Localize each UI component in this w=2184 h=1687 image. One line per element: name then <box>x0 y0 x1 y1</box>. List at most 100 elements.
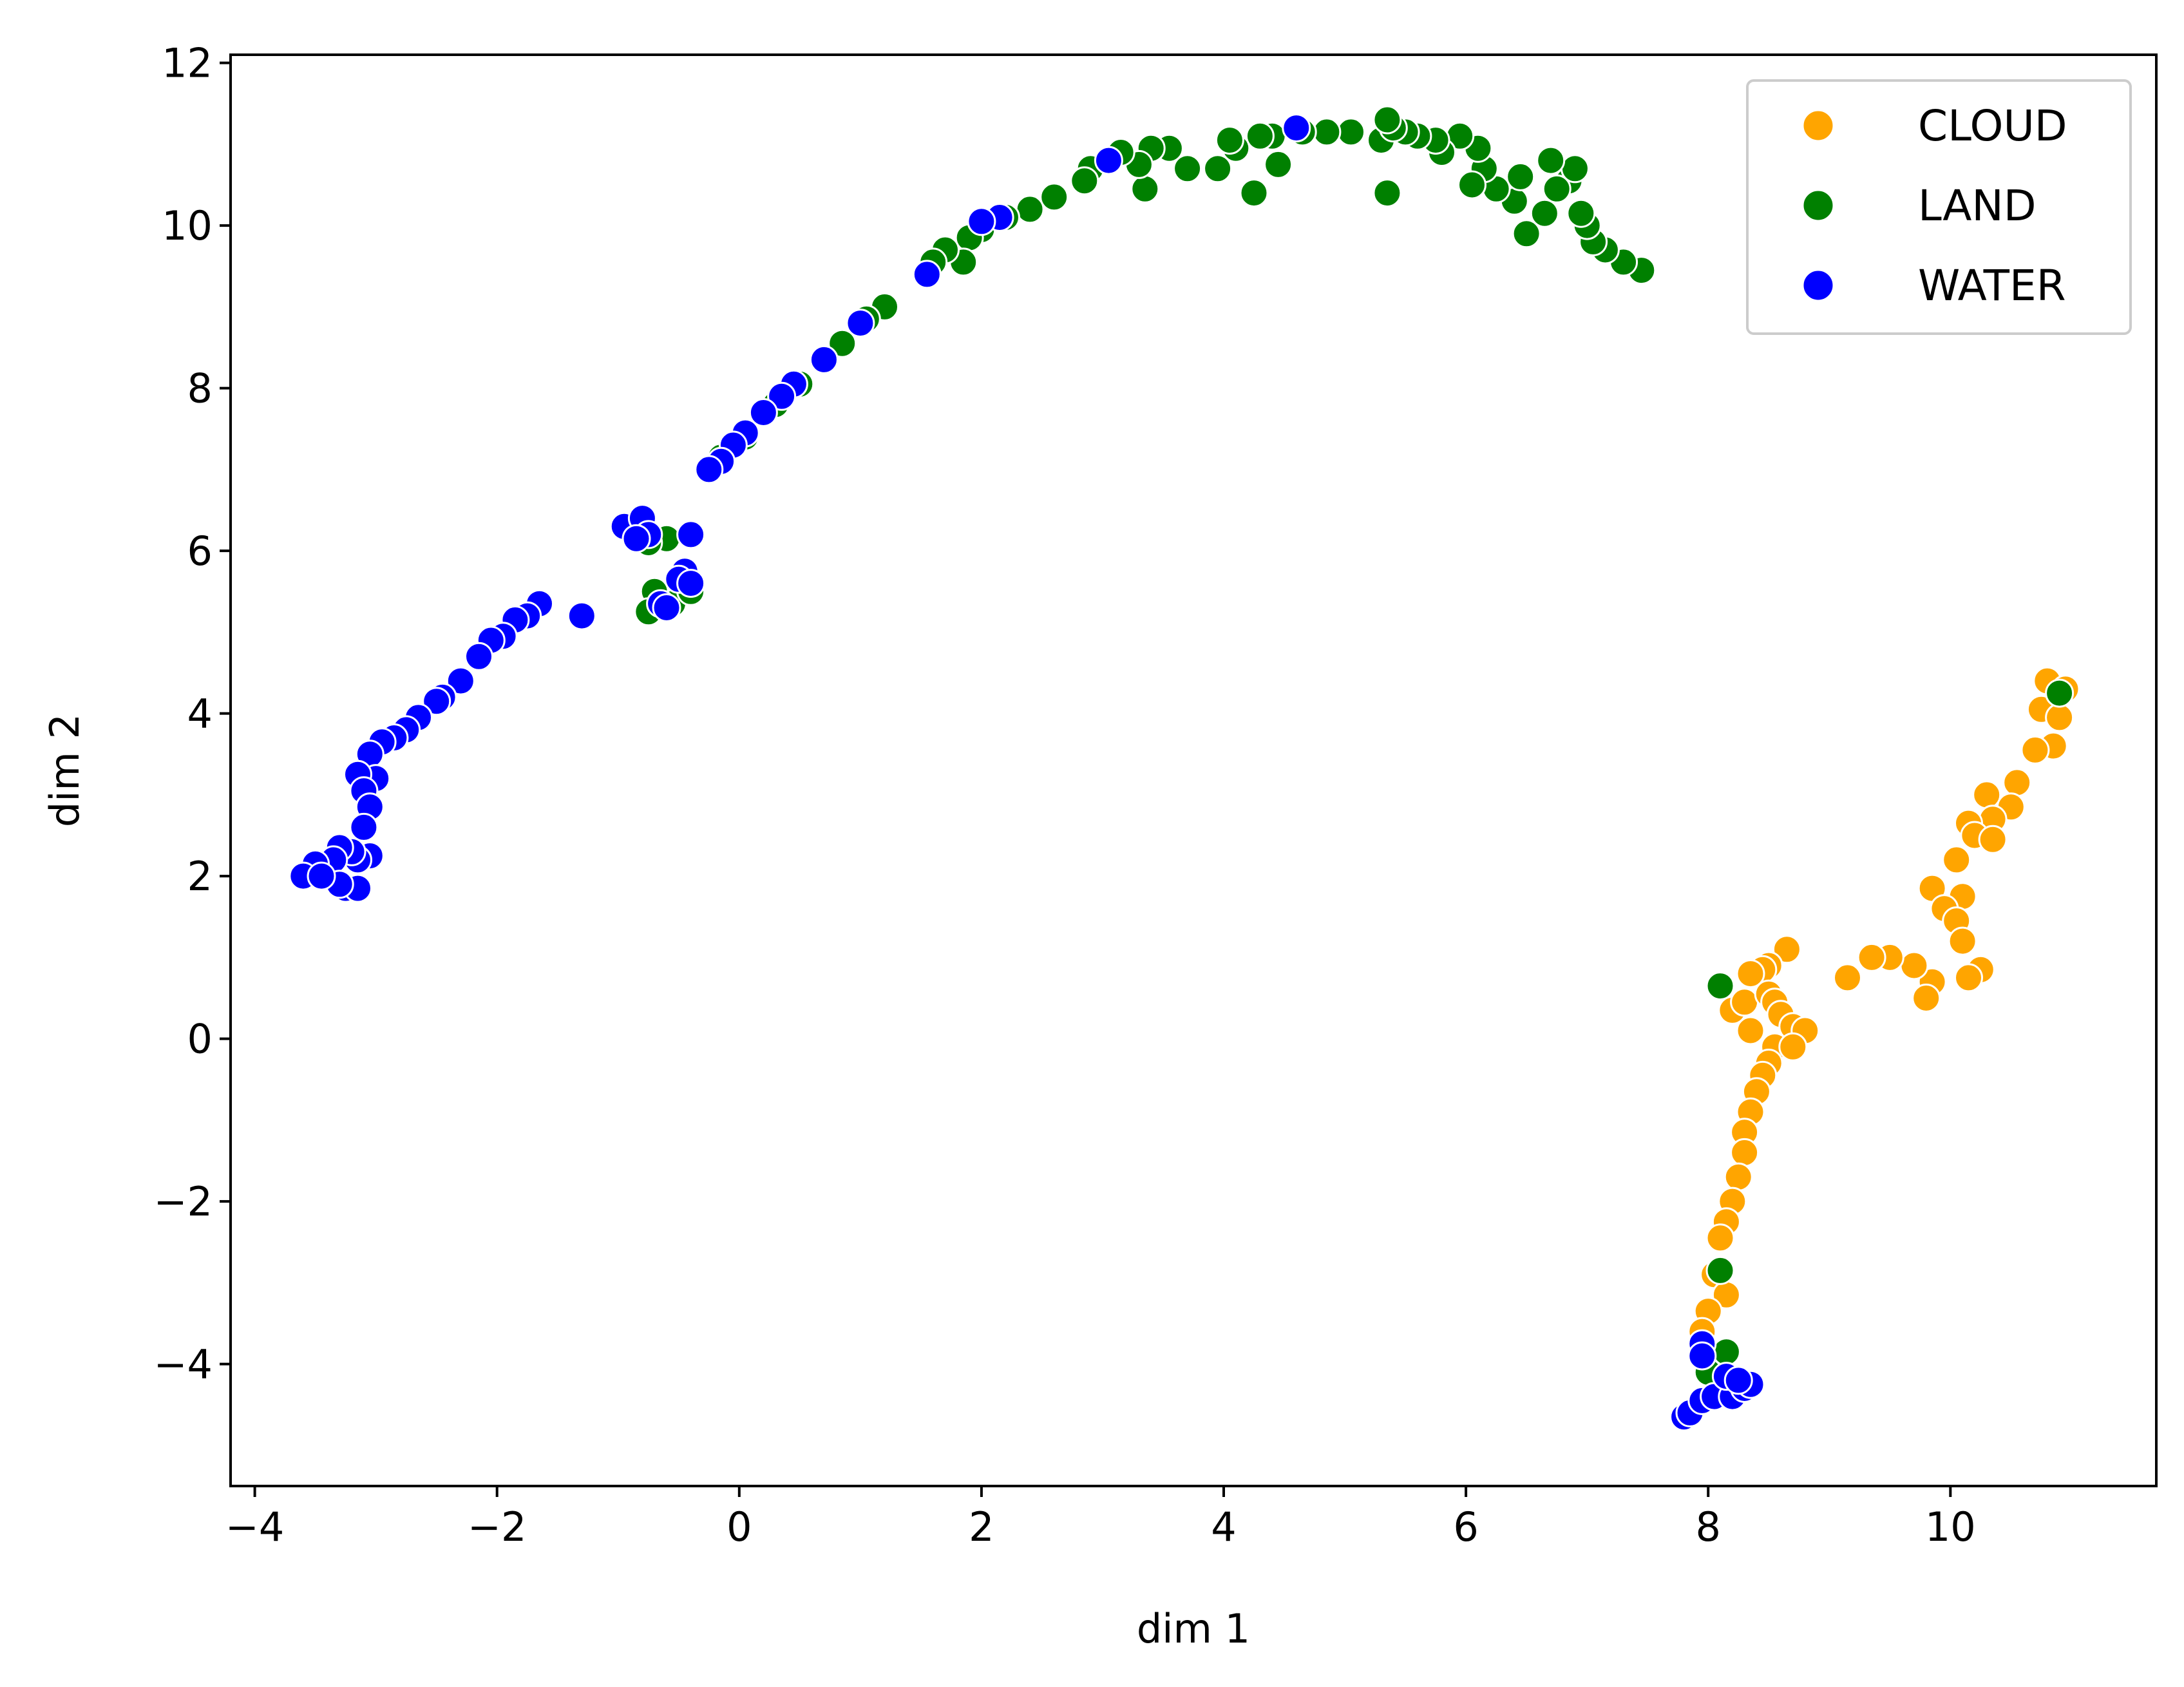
y-tick-label: 6 <box>187 528 213 575</box>
data-point-cloud <box>1978 824 2008 854</box>
legend-label-land: LAND <box>1918 181 2037 231</box>
data-point-water <box>676 569 706 598</box>
y-tick-label: −4 <box>154 1341 213 1388</box>
legend-label-cloud: CLOUD <box>1918 101 2067 151</box>
y-tick-label: 8 <box>187 365 213 412</box>
data-point-water <box>652 593 681 622</box>
data-point-water <box>307 861 336 891</box>
data-point-cloud <box>2045 703 2075 732</box>
data-point-land <box>1372 178 1402 208</box>
legend-box <box>1746 79 2132 335</box>
y-tick-label: 10 <box>162 202 213 249</box>
data-point-land <box>1336 117 1365 147</box>
x-tick-label: 0 <box>726 1503 752 1550</box>
data-point-land <box>1372 105 1402 135</box>
y-tick-label: −2 <box>154 1178 213 1225</box>
y-tick-label: 0 <box>187 1016 213 1063</box>
x-tick-label: 10 <box>1925 1503 1976 1550</box>
x-tick-label: 4 <box>1211 1503 1236 1550</box>
x-tick-label: −4 <box>225 1503 284 1550</box>
data-point-land <box>1245 121 1275 151</box>
y-axis-label: dim 2 <box>41 714 88 827</box>
data-point-water <box>1723 1366 1753 1395</box>
data-point-land <box>1705 1255 1735 1285</box>
data-point-land <box>1239 178 1269 208</box>
data-point-cloud <box>2020 735 2050 765</box>
data-point-land <box>1530 198 1559 228</box>
data-point-cloud <box>1730 1138 1760 1167</box>
data-point-water <box>1282 113 1311 143</box>
x-tick-label: −2 <box>468 1503 526 1550</box>
data-point-land <box>1542 174 1572 204</box>
data-point-cloud <box>1730 987 1760 1017</box>
data-point-cloud <box>1736 959 1765 989</box>
x-axis-label: dim 1 <box>1137 1605 1250 1652</box>
data-point-land <box>1173 154 1202 184</box>
data-point-cloud <box>1948 926 1977 956</box>
data-point-land <box>1458 170 1486 200</box>
data-point-land <box>1203 154 1233 184</box>
data-point-land <box>1312 117 1342 147</box>
data-point-cloud <box>1942 845 1971 875</box>
y-tick-label: 12 <box>162 40 213 87</box>
data-point-land <box>1040 182 1069 212</box>
data-point-cloud <box>1857 942 1886 972</box>
data-point-cloud <box>1972 780 2002 810</box>
data-point-water <box>912 260 942 289</box>
x-tick-label: 8 <box>1695 1503 1720 1550</box>
data-point-water <box>748 398 778 427</box>
series-water <box>289 113 1765 1432</box>
data-point-land <box>1015 195 1045 224</box>
data-point-cloud <box>1772 935 1801 964</box>
data-point-water <box>967 207 996 236</box>
data-point-water <box>676 520 706 549</box>
data-point-cloud <box>1778 1032 1808 1062</box>
data-point-water <box>694 455 724 484</box>
data-point-land <box>828 329 857 358</box>
legend-label-water: WATER <box>1918 261 2066 310</box>
data-point-cloud <box>1912 984 1941 1013</box>
data-point-water <box>767 381 797 411</box>
series-cloud <box>1687 666 2080 1391</box>
data-point-land <box>1215 126 1244 155</box>
y-axis-ticks: −4 −2 0 2 4 6 8 10 12 <box>154 40 231 1388</box>
data-point-water <box>446 666 475 696</box>
plot-frame <box>229 53 2158 1487</box>
data-point-land <box>1070 166 1099 196</box>
data-point-water <box>846 309 875 338</box>
data-point-cloud <box>2002 768 2032 797</box>
data-point-water <box>1687 1341 1717 1371</box>
data-point-land <box>2045 678 2075 708</box>
data-point-cloud <box>1705 1223 1735 1253</box>
y-tick-label: 2 <box>187 853 213 900</box>
data-points-layer <box>289 105 2080 1432</box>
data-point-cloud <box>1723 1162 1753 1192</box>
data-point-water <box>809 345 839 374</box>
y-tick-label: 4 <box>187 691 213 738</box>
data-point-water <box>622 524 651 553</box>
data-point-cloud <box>1954 963 1983 993</box>
x-tick-label: 6 <box>1453 1503 1478 1550</box>
legend-marker-cloud <box>1801 109 1835 142</box>
data-point-water <box>349 812 379 842</box>
data-point-land <box>1512 219 1541 249</box>
data-point-land <box>1536 146 1566 175</box>
data-point-water <box>422 687 451 716</box>
legend-marker-water <box>1801 269 1835 302</box>
data-point-water <box>567 601 596 631</box>
data-point-land <box>1506 162 1535 191</box>
data-point-cloud <box>1899 951 1929 980</box>
data-point-cloud <box>1736 1016 1765 1045</box>
data-point-land <box>1705 971 1735 1001</box>
data-point-water <box>1094 146 1123 175</box>
data-point-cloud <box>1833 963 1862 993</box>
data-point-land <box>1566 198 1596 228</box>
data-point-water <box>464 642 493 671</box>
x-tick-label: 2 <box>969 1503 994 1550</box>
data-point-land <box>1130 174 1160 204</box>
x-axis-ticks: −4 −2 0 2 4 6 8 10 <box>225 1486 1976 1550</box>
data-point-land <box>1264 149 1293 179</box>
legend-marker-land <box>1801 189 1835 222</box>
